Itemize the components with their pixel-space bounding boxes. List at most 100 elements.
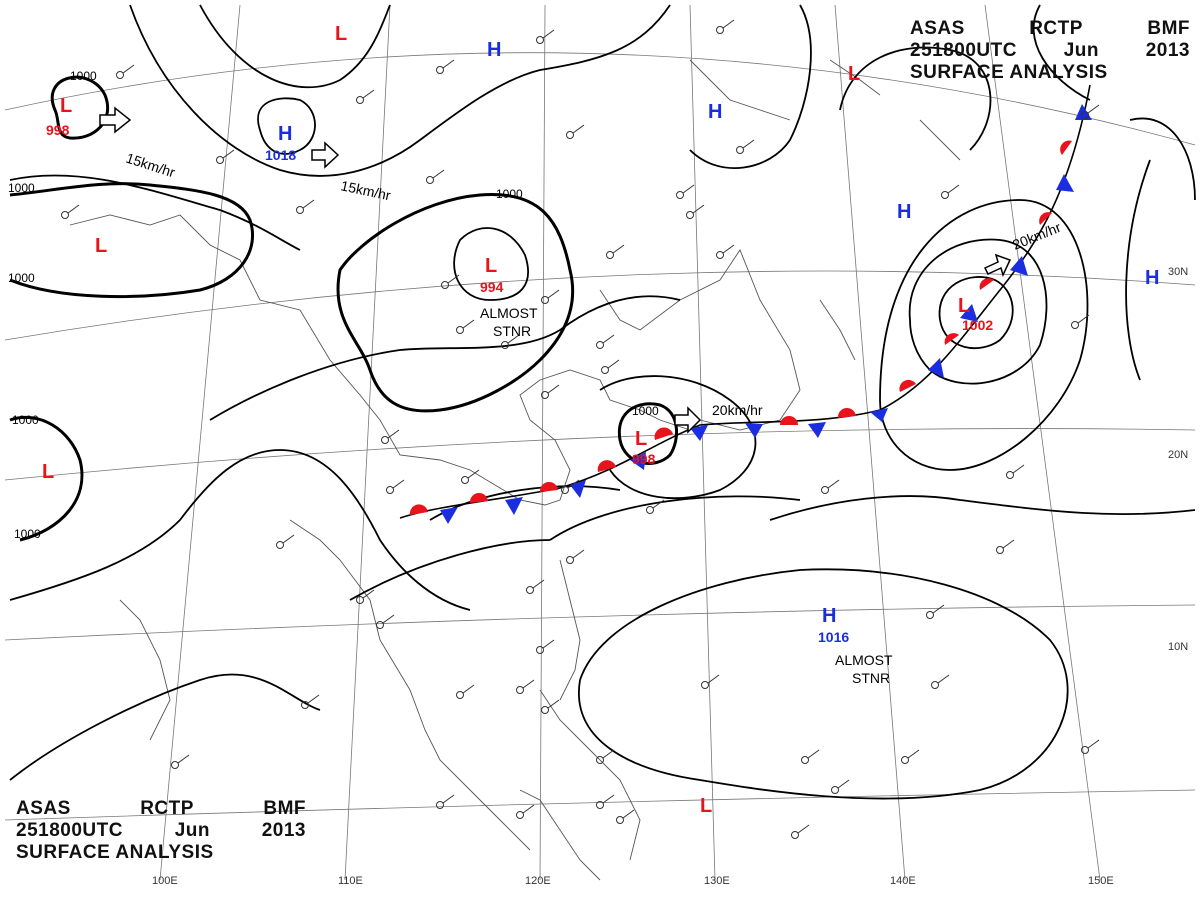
chart-header-top-right: ASAS RCTP BMF 251800UTC Jun 2013 SURFACE… <box>910 18 1190 84</box>
wind-barb <box>612 244 625 254</box>
station-marker <box>1081 111 1089 119</box>
station-marker <box>536 36 544 44</box>
station-marker <box>1081 746 1089 754</box>
station-marker <box>216 156 224 164</box>
lon-label: 100E <box>152 875 178 887</box>
low-center-symbol: L <box>958 295 970 317</box>
isobar-label: 1000 <box>12 413 39 427</box>
wind-barb <box>462 684 475 694</box>
low-center-symbol: L <box>95 235 107 257</box>
station-marker <box>376 621 384 629</box>
station-plots <box>61 19 1100 839</box>
wind-barb <box>442 794 455 804</box>
station-marker <box>601 366 609 374</box>
station-marker <box>941 191 949 199</box>
low-center-symbol: L <box>485 255 497 277</box>
wind-barb <box>302 199 315 209</box>
isobar-label: 1000 <box>70 69 97 83</box>
lon-label: 110E <box>338 875 363 887</box>
motion-label: 20km/hr <box>1010 219 1063 253</box>
header-time: 251800UTC <box>16 820 123 841</box>
high-center-symbol: H <box>897 201 911 223</box>
station-marker <box>276 541 284 549</box>
wind-barb <box>542 639 555 649</box>
station-marker <box>1006 471 1014 479</box>
wind-barb <box>282 534 295 544</box>
wind-barb <box>67 204 80 214</box>
station-marker <box>436 66 444 74</box>
wind-barb <box>547 384 560 394</box>
isobars <box>9 4 1196 800</box>
wind-barb <box>122 64 135 74</box>
graticule <box>4 4 1196 881</box>
wind-barb <box>447 274 460 284</box>
station-marker <box>541 391 549 399</box>
wind-barb <box>392 479 405 489</box>
wind-barb <box>362 589 375 599</box>
station-marker <box>461 476 469 484</box>
stationary-notes: ALMOST STNR ALMOST STNR <box>480 305 893 686</box>
cold-triangles <box>440 104 1092 524</box>
lon-label: 150E <box>1088 875 1114 887</box>
longitude-labels: 100E 110E 120E 130E 140E 150E <box>152 875 1114 887</box>
header-month: Jun <box>1063 40 1099 61</box>
station-marker <box>526 586 534 594</box>
wind-barb <box>547 289 560 299</box>
stnr-note-line2: STNR <box>493 323 531 339</box>
wind-barb <box>1087 104 1100 114</box>
wind-barb <box>722 244 735 254</box>
station-marker <box>386 486 394 494</box>
wind-barb <box>532 579 545 589</box>
wind-barb <box>572 549 585 559</box>
wind-barb <box>462 319 475 329</box>
station-marker <box>516 686 524 694</box>
low-center-symbol: L <box>635 428 647 450</box>
wind-barb <box>692 204 705 214</box>
coastlines <box>69 59 961 881</box>
station-marker <box>61 211 69 219</box>
stnr-note-line1: ALMOST <box>835 652 893 668</box>
isobar-label: 1000 <box>8 271 35 285</box>
wind-barb <box>547 699 560 709</box>
motion-label: 15km/hr <box>124 150 177 181</box>
low-center-symbol: L <box>848 63 860 85</box>
station-marker <box>456 326 464 334</box>
wind-barb <box>1002 539 1015 549</box>
wind-barb <box>827 479 840 489</box>
wind-barb <box>837 779 850 789</box>
header-code-2: RCTP <box>140 798 194 819</box>
station-marker <box>1071 321 1079 329</box>
header-line-1: ASAS RCTP BMF <box>16 798 306 820</box>
high-center-value: 1018 <box>265 147 296 163</box>
station-marker <box>606 251 614 259</box>
station-marker <box>926 611 934 619</box>
isobar-label: 1000 <box>14 527 41 541</box>
station-marker <box>596 341 604 349</box>
wind-barb <box>307 694 320 704</box>
lon-label: 130E <box>704 875 730 887</box>
station-marker <box>736 146 744 154</box>
station-marker <box>541 706 549 714</box>
header-code-1: ASAS <box>16 798 71 819</box>
station-marker <box>791 831 799 839</box>
lat-label: 30N <box>1168 266 1188 278</box>
station-marker <box>426 176 434 184</box>
header-year: 2013 <box>1145 40 1190 61</box>
motion-label: 20km/hr <box>712 402 763 418</box>
isobar-labels: 1000 1000 1000 1000 1000 1000 1000 <box>8 69 659 541</box>
station-marker <box>356 596 364 604</box>
wind-barb <box>542 29 555 39</box>
wind-barb <box>652 499 665 509</box>
motion-arrow <box>674 406 702 434</box>
station-marker <box>616 816 624 824</box>
wind-barb <box>387 429 400 439</box>
low-center-symbol: L <box>700 795 712 817</box>
wind-barb <box>622 809 635 819</box>
station-marker <box>501 341 509 349</box>
motion-arrows <box>99 106 1012 434</box>
wind-barb <box>937 674 950 684</box>
lat-label: 10N <box>1168 641 1188 653</box>
header-code-3: BMF <box>263 798 306 819</box>
wind-barb <box>442 59 455 69</box>
